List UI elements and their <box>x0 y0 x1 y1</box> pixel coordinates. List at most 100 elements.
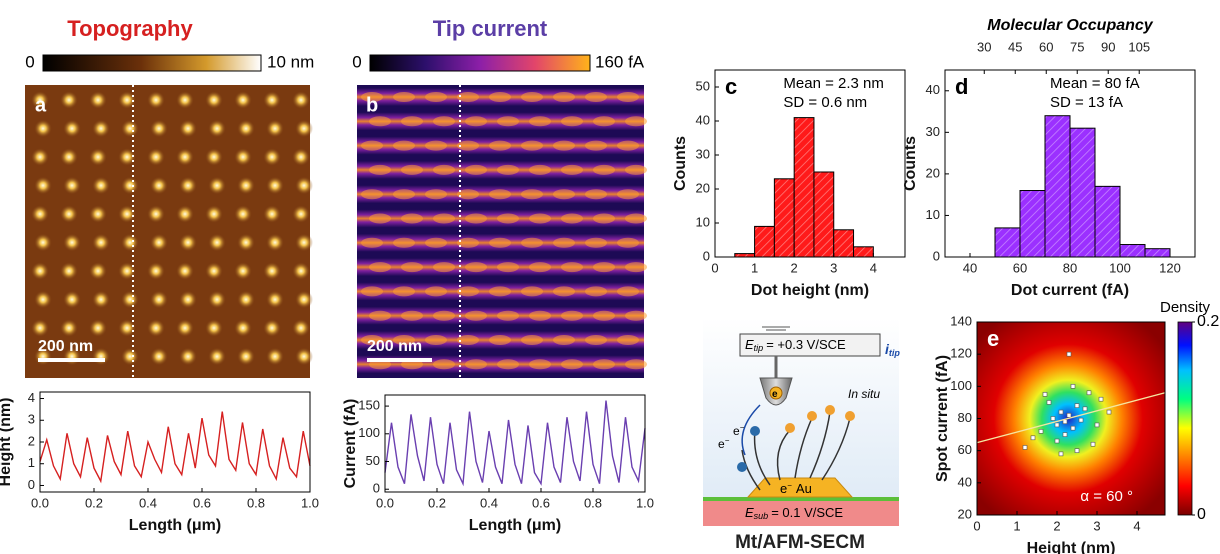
surface-dot <box>31 205 49 223</box>
x-tick-label: 80 <box>1063 260 1077 275</box>
symbol: i <box>885 341 890 357</box>
current-spot <box>465 310 487 321</box>
surface-dot <box>237 233 255 252</box>
scatter-point <box>1054 438 1060 444</box>
y-tick-label: 100 <box>358 425 380 440</box>
current-spot <box>465 262 487 273</box>
surface-dot <box>179 176 197 195</box>
current-spot <box>553 335 575 345</box>
current-spot <box>489 335 511 345</box>
scatter-point <box>1022 445 1028 450</box>
charts: 0.0 0.2 0.4 0.6 0.8 1.0 0 1 2 3 4 Length (μm) Height… <box>0 17 1219 554</box>
current-spot <box>425 335 447 345</box>
panel-title: Topography <box>67 16 193 41</box>
surface-dot <box>60 205 78 223</box>
y-tick-label: 1 <box>28 455 35 470</box>
current-spot <box>617 286 639 297</box>
x2-tick-label: 60 <box>1039 39 1053 54</box>
scatter-point <box>1054 422 1060 428</box>
symbol: e <box>772 389 778 400</box>
current-spot <box>457 335 479 345</box>
surface-dot <box>150 347 168 366</box>
x-tick-label: 1.0 <box>636 495 654 510</box>
surface-dot <box>89 319 107 337</box>
y-axis-label: Current (fA) <box>342 399 359 489</box>
histogram-bar <box>1144 248 1171 258</box>
current-spot <box>361 189 383 200</box>
x-tick-label: 120 <box>1159 260 1181 275</box>
current-label: itip <box>885 341 900 359</box>
y-tick-label: 40 <box>958 474 972 489</box>
current-spot <box>425 237 447 248</box>
current-spot <box>561 164 583 175</box>
condition: In situ <box>848 387 880 401</box>
current-spot <box>361 92 383 102</box>
current-spot <box>585 237 607 248</box>
surface-dot <box>60 319 78 337</box>
current-spot <box>497 310 519 321</box>
y-tick-label: 40 <box>696 112 710 127</box>
histogram-bar <box>754 225 775 258</box>
surface-dot <box>147 205 165 223</box>
y-tick-label: 20 <box>926 165 940 180</box>
current-spot <box>457 286 479 297</box>
current-spot <box>529 310 551 321</box>
surface-dot <box>179 290 197 309</box>
surface-dot <box>31 319 49 337</box>
x-tick-label: 100 <box>1109 260 1131 275</box>
x-tick-label: 2 <box>791 260 798 275</box>
surface-dot <box>60 148 78 166</box>
histogram-bar <box>1044 115 1071 258</box>
surface-dot <box>205 262 223 280</box>
colorbar-tick-label: 0 <box>1197 506 1206 523</box>
current-spot <box>553 286 575 297</box>
x-tick-label: 0.8 <box>584 495 602 510</box>
panel-label: b <box>366 94 378 116</box>
current-spot <box>585 140 607 151</box>
surface-dot <box>89 148 107 166</box>
current-spot <box>433 359 455 370</box>
symbol: E <box>745 505 754 520</box>
current-spot <box>425 92 447 102</box>
y-tick-label: 0 <box>28 477 35 492</box>
x2-tick-label: 30 <box>977 39 991 54</box>
surface-dot <box>176 319 194 337</box>
scatter-point <box>1066 351 1072 357</box>
surface-dot <box>176 91 194 109</box>
current-spot <box>465 213 487 224</box>
surface-dot <box>234 91 252 109</box>
surface-dot <box>34 233 52 252</box>
y-axis-label: Spot current (fA) <box>934 355 951 482</box>
schematic <box>703 318 899 526</box>
current-spot <box>393 189 415 200</box>
scatter-point <box>1106 409 1112 415</box>
current-spot <box>433 164 455 175</box>
current-spot <box>521 286 543 297</box>
symbol: E <box>745 337 754 352</box>
scale-label: 200 nm <box>38 338 93 355</box>
histogram-bar <box>994 227 1021 258</box>
surface-dot <box>266 119 284 138</box>
current-spot <box>497 116 519 127</box>
current-spot <box>401 310 423 321</box>
x-tick-label: 0.0 <box>31 495 49 510</box>
y-tick-label: 2 <box>28 433 35 448</box>
y-tick-label: 80 <box>958 410 972 425</box>
x-tick-label: 60 <box>1013 260 1027 275</box>
colorbar <box>42 54 262 72</box>
current-spot <box>529 359 551 370</box>
y-tick-label: 50 <box>696 78 710 93</box>
current-spot <box>553 237 575 248</box>
surface-dot <box>34 119 52 138</box>
surface-dot <box>63 233 81 252</box>
annotation: SD = 0.6 nm <box>783 94 867 111</box>
x2-tick-label: 90 <box>1101 39 1115 54</box>
current-spot <box>369 310 391 321</box>
surface-dot <box>292 319 310 337</box>
surface-dot <box>208 233 226 252</box>
current-spot <box>457 189 479 200</box>
current-spot <box>393 335 415 345</box>
current-spot <box>529 164 551 175</box>
current-spot <box>585 286 607 297</box>
current-spot <box>521 335 543 345</box>
